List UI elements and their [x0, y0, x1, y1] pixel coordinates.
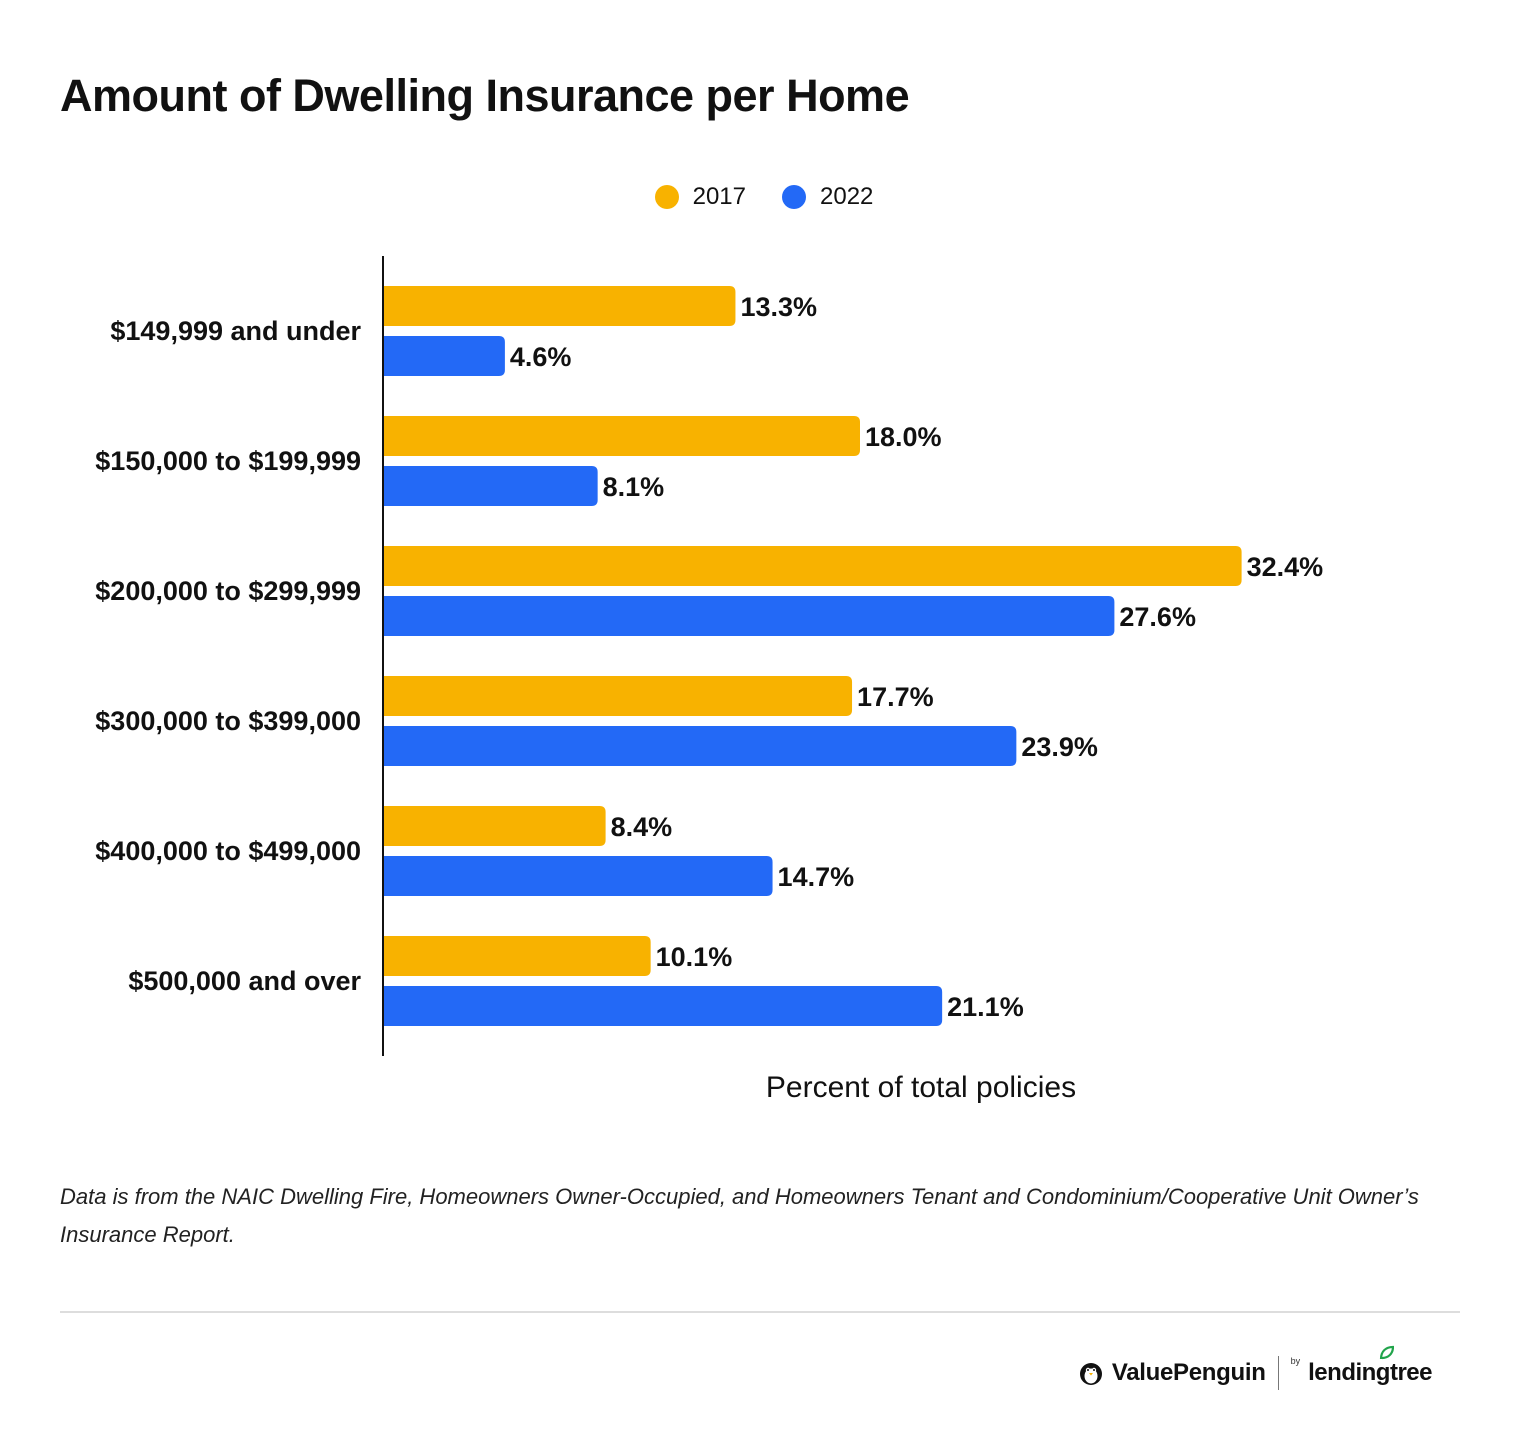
legend-item-2017[interactable]: 2017 — [647, 183, 746, 211]
data-label-2022: 8.1% — [603, 472, 665, 502]
data-label-2022: 4.6% — [510, 342, 572, 372]
data-label-2017: 13.3% — [740, 292, 817, 322]
legend-label-2017: 2017 — [692, 183, 746, 210]
leaf-icon — [1379, 1345, 1394, 1360]
bar-2017 — [383, 416, 860, 456]
data-label-2017: 10.1% — [656, 942, 733, 972]
category-label: $300,000 to $399,000 — [95, 706, 361, 736]
bar-2022 — [383, 466, 598, 506]
data-label-2022: 27.6% — [1119, 602, 1196, 632]
bar-2017 — [383, 286, 736, 326]
brand-separator — [1277, 1356, 1279, 1390]
data-label-2017: 17.7% — [857, 682, 934, 712]
bar-2022 — [383, 596, 1115, 636]
legend-item-2022[interactable]: 2022 — [774, 183, 873, 211]
brand-by: by — [1290, 1356, 1301, 1366]
bar-2022 — [383, 856, 773, 896]
category-label: $149,999 and under — [110, 316, 361, 346]
x-axis-label: Percent of total policies — [766, 1071, 1076, 1104]
source-footnote: Data is from the NAIC Dwelling Fire, Hom… — [60, 1184, 1419, 1247]
data-label-2022: 21.1% — [947, 992, 1024, 1022]
penguin-icon — [1079, 1363, 1102, 1385]
brand-lendingtree: lendingtree — [1308, 1345, 1432, 1387]
bar-2022 — [383, 986, 943, 1026]
category-label: $400,000 to $499,000 — [95, 836, 361, 866]
bar-2022 — [383, 336, 505, 376]
legend-marker-2022 — [782, 185, 806, 209]
legend-label-2022: 2022 — [820, 183, 874, 210]
data-label-2017: 18.0% — [865, 422, 942, 452]
brand-valuepenguin: ValuePenguin — [1111, 1359, 1266, 1386]
chart-legend: 2017 2022 — [0, 183, 1520, 211]
category-label: $500,000 and over — [128, 966, 361, 996]
chart-title: Amount of Dwelling Insurance per Home — [60, 70, 910, 121]
data-label-2022: 23.9% — [1021, 732, 1098, 762]
bar-2017 — [383, 936, 651, 976]
bar-2017 — [383, 806, 606, 846]
bar-chart: $149,999 and under 13.3% 4.6% $150,000 to $… — [95, 256, 1324, 1104]
data-label-2017: 32.4% — [1247, 552, 1324, 582]
data-label-2017: 8.4% — [611, 812, 673, 842]
footer-divider — [60, 1311, 1460, 1313]
data-label-2022: 14.7% — [778, 862, 855, 892]
brand-lendingtree-text: lendingtree — [1308, 1359, 1432, 1386]
bar-2017 — [383, 676, 853, 716]
category-label: $200,000 to $299,999 — [95, 576, 361, 606]
category-label: $150,000 to $199,999 — [95, 446, 361, 476]
bar-2017 — [383, 546, 1242, 586]
brand-logo-group: ValuePenguin by lendingtree — [1078, 1345, 1432, 1390]
bar-2022 — [383, 726, 1017, 766]
legend-marker-2017 — [654, 185, 679, 209]
